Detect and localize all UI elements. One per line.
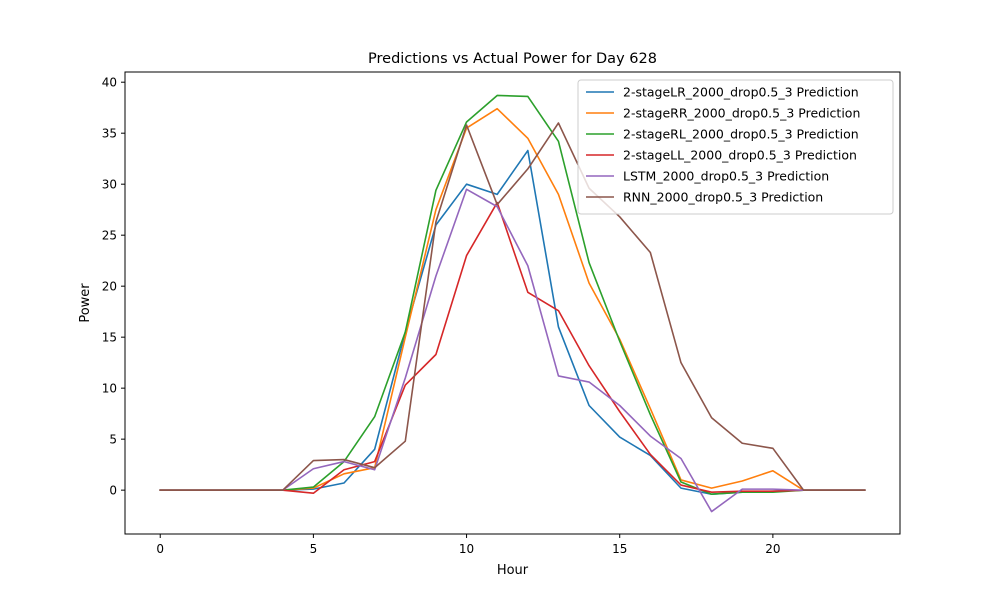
legend-label-4: 2-stageLL_2000_drop0.5_3 Prediction [623,148,857,163]
plot-lines [159,94,866,513]
x-tick-label: 15 [612,542,627,556]
x-axis-label: Hour [497,563,529,578]
y-tick-label: 40 [102,76,117,90]
legend-label-5: LSTM_2000_drop0.5_3 Prediction [623,169,829,184]
y-tick-label: 10 [102,382,117,396]
legend-label-6: RNN_2000_drop0.5_3 Prediction [623,190,823,205]
chart-title: Predictions vs Actual Power for Day 628 [368,51,657,67]
legend: 2-stageLR_2000_drop0.5_3 Prediction 2-sta… [577,79,894,215]
y-tick-label: 35 [102,127,117,141]
plot-frame [124,71,901,535]
y-tick-label: 5 [109,433,117,447]
y-axis-label: Power [78,283,93,323]
y-axis: 0 5 10 15 20 25 30 35 40 [102,76,125,498]
series-line-6 [159,122,866,491]
x-tick-label: 5 [310,542,318,556]
x-tick-label: 20 [765,542,780,556]
x-axis: 0 5 10 15 20 [156,534,781,556]
y-tick-label: 15 [102,331,117,345]
y-tick-label: 0 [109,484,117,498]
y-tick-label: 20 [102,280,117,294]
legend-label-2: 2-stageRR_2000_drop0.5_3 Prediction [623,106,860,121]
legend-label-1: 2-stageLR_2000_drop0.5_3 Prediction [623,85,859,100]
legend-label-3: 2-stageRL_2000_drop0.5_3 Prediction [623,127,859,142]
y-tick-label: 30 [102,178,117,192]
x-tick-label: 0 [156,542,164,556]
legend-box [577,79,894,215]
x-tick-label: 10 [459,542,474,556]
y-tick-label: 25 [102,229,117,243]
